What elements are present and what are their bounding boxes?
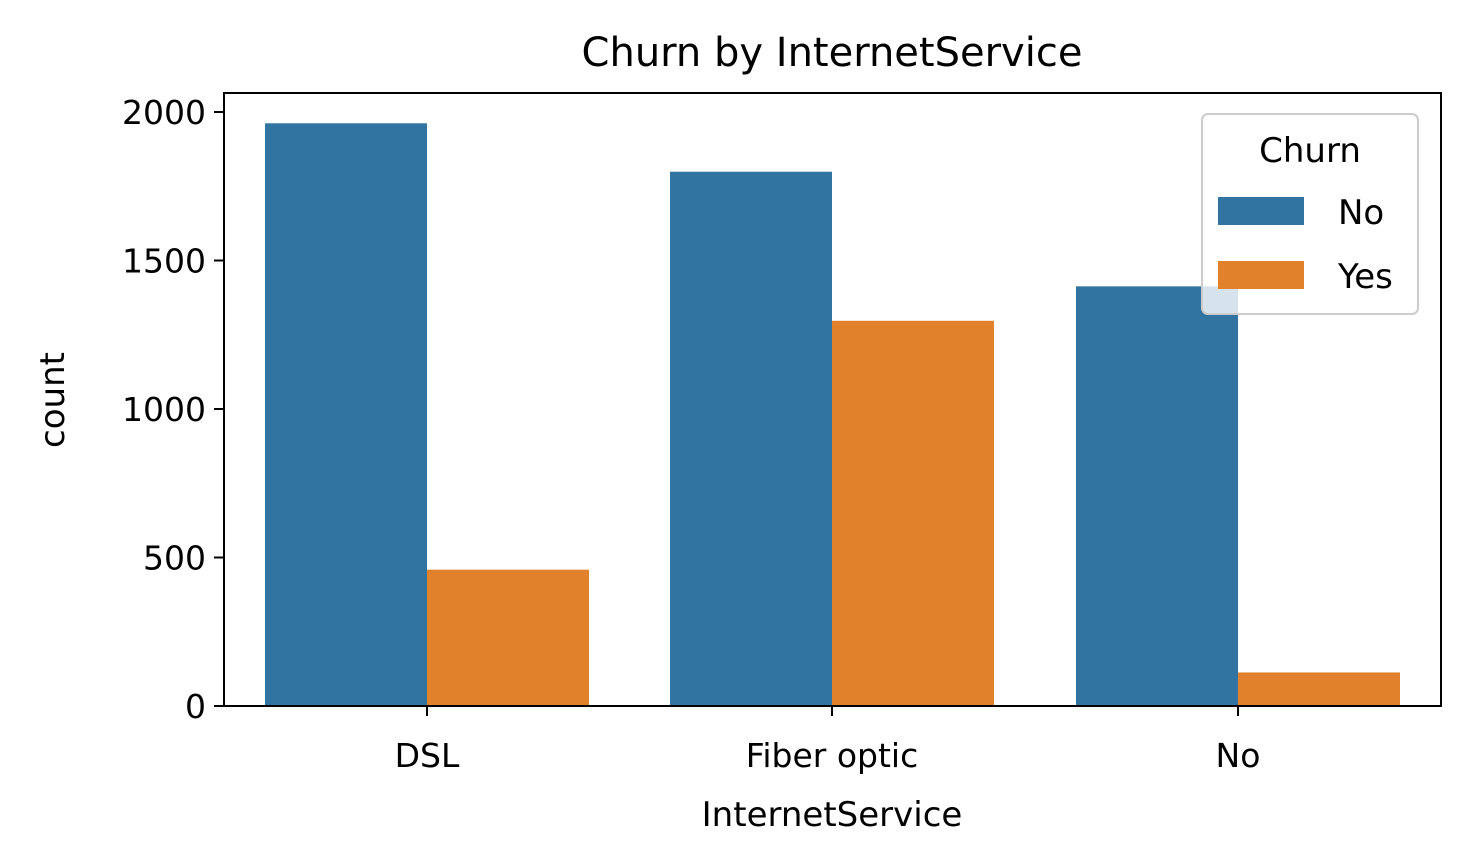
legend-swatch-yes bbox=[1218, 261, 1304, 289]
bar-no-no bbox=[1076, 286, 1238, 706]
bar-dsl-yes bbox=[427, 569, 589, 706]
legend-title: Churn bbox=[1259, 131, 1361, 171]
legend-swatch-no bbox=[1218, 197, 1304, 225]
legend-label-no: No bbox=[1338, 193, 1384, 233]
bar-no-yes bbox=[1238, 672, 1400, 706]
bar-fiber-optic-no bbox=[670, 171, 832, 706]
y-tick-label: 0 bbox=[185, 687, 206, 726]
y-tick-label: 1000 bbox=[122, 390, 206, 429]
y-tick-label: 2000 bbox=[122, 93, 206, 132]
x-axis-label: InternetService bbox=[702, 795, 963, 835]
legend: Churn No Yes bbox=[1201, 113, 1419, 315]
bars bbox=[265, 123, 1400, 706]
chart-title: Churn by InternetService bbox=[582, 30, 1083, 76]
x-tick-label-fiber-optic: Fiber optic bbox=[746, 736, 918, 775]
x-tick-label-no: No bbox=[1216, 736, 1261, 775]
bar-dsl-no bbox=[265, 123, 427, 706]
x-axis-ticks: DSL Fiber optic No bbox=[395, 706, 1261, 775]
y-axis-label: count bbox=[33, 352, 73, 448]
x-tick-label-dsl: DSL bbox=[395, 736, 460, 775]
y-tick-label: 1500 bbox=[122, 242, 206, 281]
bar-fiber-optic-yes bbox=[832, 320, 994, 706]
legend-label-yes: Yes bbox=[1337, 257, 1393, 297]
y-tick-label: 500 bbox=[143, 539, 206, 578]
y-axis-ticks: 0 500 1000 1500 2000 bbox=[122, 93, 224, 726]
